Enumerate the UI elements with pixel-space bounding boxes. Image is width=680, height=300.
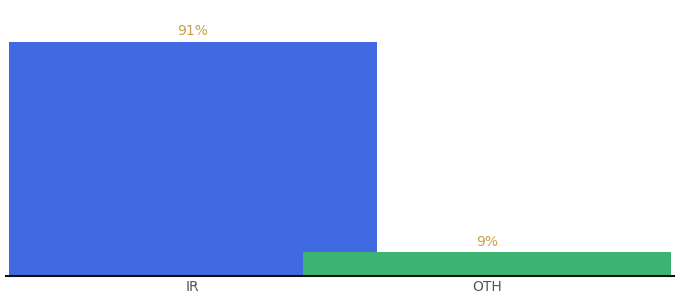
Bar — [303, 252, 671, 276]
Text: 91%: 91% — [177, 24, 208, 38]
Text: 9%: 9% — [476, 235, 498, 249]
Bar — [9, 42, 377, 276]
